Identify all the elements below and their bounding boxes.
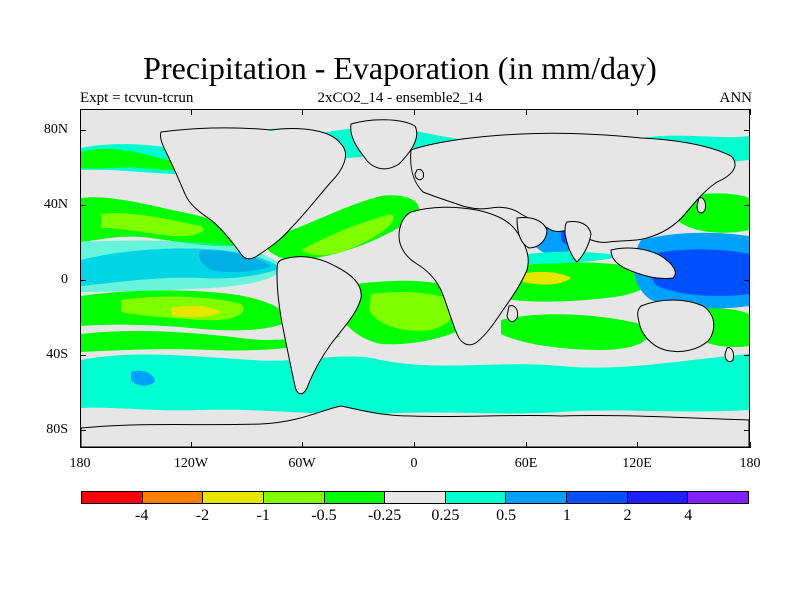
longitude-tick (302, 109, 303, 115)
latitude-label: 0 (61, 272, 68, 287)
colorbar-box (142, 492, 204, 503)
longitude-label: 0 (410, 456, 418, 471)
latitude-label: 40N (43, 197, 68, 212)
latitude-tick (744, 430, 750, 431)
longitude-tick (526, 442, 527, 448)
longitude-tick (414, 442, 415, 448)
indian-ocean-dry-band (491, 262, 652, 302)
south-indian-dry (501, 314, 649, 350)
southern-ocean-dry-band (81, 331, 341, 352)
west-pacific-strong-wet (647, 249, 749, 296)
latitude-label: 80N (43, 122, 68, 137)
case-label: 2xCO2_14 - ensemble2_14 (317, 90, 483, 106)
colorbar (81, 491, 749, 504)
british-isles (414, 169, 424, 181)
colorbar-label: 4 (684, 507, 693, 524)
world-map (80, 109, 750, 448)
australia (637, 299, 715, 353)
indian-ocean-strong-dry (521, 271, 571, 285)
season-label: ANN (719, 90, 753, 106)
colorbar-box (445, 492, 507, 503)
maritime-continent (610, 247, 676, 279)
greenland (350, 119, 418, 170)
longitude-tick (80, 442, 81, 448)
india (564, 221, 592, 263)
colorbar-label: 0.5 (496, 507, 517, 524)
latitude-tick (744, 280, 750, 281)
continents (81, 119, 749, 447)
latitude-tick (80, 130, 86, 131)
eurasia (410, 132, 736, 243)
colorbar-label: -4 (135, 507, 149, 524)
latitude-tick (80, 205, 86, 206)
longitude-tick (191, 442, 192, 448)
longitude-label: 60W (288, 456, 316, 471)
japan (696, 197, 706, 214)
longitude-tick (302, 442, 303, 448)
longitude-tick (750, 109, 751, 115)
north-america (160, 127, 346, 260)
north-west-pacific-dry (677, 193, 749, 233)
colorbar-box (385, 492, 446, 503)
equatorial-wet-light (81, 240, 286, 292)
colorbar-label: 2 (623, 507, 632, 524)
latitude-tick (80, 430, 86, 431)
chart-title: Precipitation - Evaporation (in mm/day) (143, 50, 657, 86)
colorbar-box (324, 492, 386, 503)
latitude-tick (80, 280, 86, 281)
colorbar-label: 0.25 (431, 507, 460, 524)
latitude-label: 80S (46, 422, 68, 437)
colorbar-box (627, 492, 689, 503)
map-svg (81, 110, 749, 447)
colorbar-label: 1 (562, 507, 571, 524)
south-atlantic-medium-dry (369, 292, 456, 331)
colorbar-box (567, 492, 628, 503)
colorbar-box (506, 492, 568, 503)
longitude-tick (191, 109, 192, 115)
colorbar-box (263, 492, 325, 503)
southern-ocean-wet-band (81, 354, 749, 415)
latitude-label: 40S (46, 347, 68, 362)
atlantic-dry-band (261, 195, 420, 261)
new-zealand (724, 347, 734, 363)
south-pacific-strong-dry (171, 305, 221, 318)
longitude-label: 180 (69, 456, 91, 471)
south-america (276, 256, 362, 395)
colorbar-box (203, 492, 264, 503)
experiment-label: Expt = tcvun-tcrun (80, 90, 194, 106)
atlantic-medium-dry (301, 214, 394, 256)
longitude-label: 120E (622, 456, 652, 471)
longitude-label: 60E (514, 456, 538, 471)
north-pacific-medium-dry (101, 213, 204, 237)
latitude-tick (744, 355, 750, 356)
antarctica (81, 405, 749, 447)
colorbar-box (82, 492, 143, 503)
colorbar-label: -2 (195, 507, 210, 524)
indian-ocean-wet-light (501, 251, 621, 264)
longitude-tick (80, 109, 81, 115)
madagascar (506, 305, 518, 323)
latitude-tick (80, 355, 86, 356)
longitude-tick (637, 109, 638, 115)
colorbar-label: -0.5 (311, 507, 337, 524)
longitude-tick (750, 442, 751, 448)
africa (398, 206, 529, 346)
southern-ocean-medium-wet (131, 370, 155, 386)
colorbar-label: -0.25 (367, 507, 402, 524)
latitude-tick (744, 205, 750, 206)
longitude-tick (526, 109, 527, 115)
longitude-label: 120W (173, 456, 209, 471)
longitude-tick (414, 109, 415, 115)
latitude-tick (744, 130, 750, 131)
longitude-tick (637, 442, 638, 448)
arabian-peninsula (516, 217, 548, 249)
longitude-label: 180 (739, 456, 761, 471)
colorbar-box (688, 492, 749, 503)
colorbar-label: -1 (256, 507, 270, 524)
